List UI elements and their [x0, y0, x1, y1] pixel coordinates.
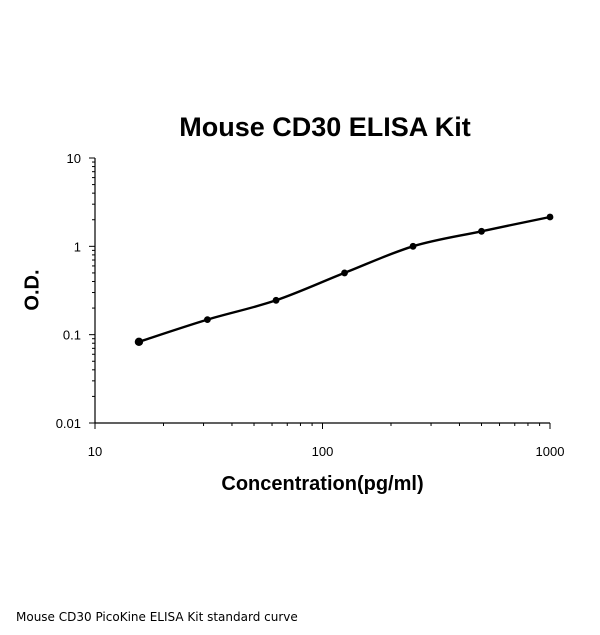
axes	[94, 158, 550, 424]
x-tick-label: 1000	[536, 444, 565, 459]
data-point	[409, 242, 417, 250]
data-point	[341, 269, 348, 277]
x-tick-label: 100	[312, 444, 334, 459]
y-axis-label: O.D.	[21, 269, 44, 311]
data-point	[478, 227, 485, 235]
data-point	[272, 296, 280, 304]
chart-title: Mouse CD30 ELISA Kit	[179, 112, 471, 142]
data-point	[134, 337, 144, 347]
data-point	[546, 213, 554, 221]
data-points	[134, 213, 554, 347]
y-tick-label: 10	[67, 151, 81, 166]
data-point	[204, 316, 211, 324]
fit-curve	[137, 215, 552, 343]
fit-curve-layer	[137, 215, 552, 343]
y-tick-label: 0.1	[63, 328, 81, 343]
tick-marks	[89, 157, 551, 429]
y-tick-label: 1	[74, 239, 81, 254]
chart-svg: 10 1 0.1 0.01 10 100 1000	[56, 151, 565, 459]
x-axis-label: Concentration(pg/ml)	[221, 473, 424, 495]
figure-caption: Mouse CD30 PicoKine ELISA Kit standard c…	[16, 610, 298, 624]
x-tick-label: 10	[88, 444, 102, 459]
y-tick-label: 0.01	[56, 416, 81, 431]
tick-labels: 10 1 0.1 0.01 10 100 1000	[56, 151, 565, 459]
